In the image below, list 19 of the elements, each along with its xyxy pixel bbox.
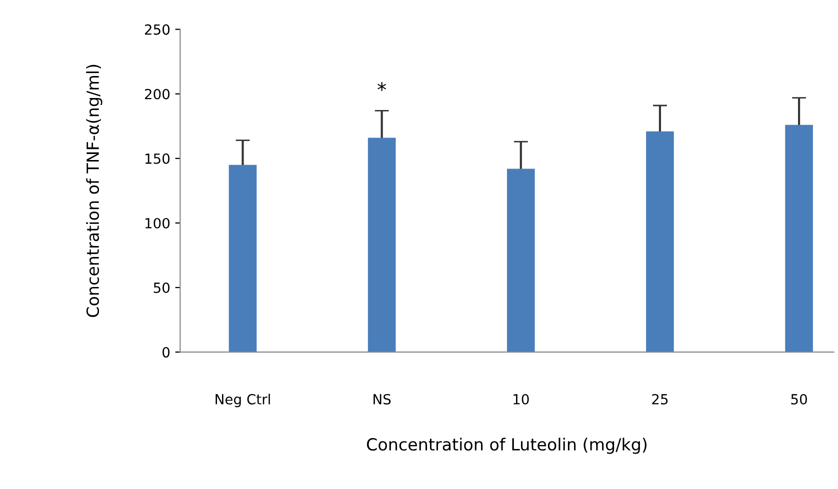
y-axis-title: Concentration of TNF-α(ng/ml) — [86, 64, 102, 317]
bar — [368, 138, 396, 352]
y-tick-label: 50 — [154, 282, 170, 294]
y-tick-label: 250 — [144, 24, 170, 35]
y-tick-label: 0 — [162, 347, 170, 358]
x-tick-label: 25 — [652, 394, 668, 404]
x-tick-label: 50 — [791, 394, 807, 404]
x-tick-label: Neg Ctrl — [216, 394, 270, 408]
y-tick-label: 150 — [145, 153, 170, 164]
x-tick-label: 10 — [514, 394, 529, 404]
bar — [646, 131, 674, 352]
y-tick-label: 100 — [145, 218, 170, 228]
bar — [785, 124, 813, 352]
annotation: * — [378, 82, 386, 92]
bar — [228, 164, 257, 352]
bar — [506, 168, 535, 352]
y-tick-label: 200 — [144, 88, 170, 100]
x-tick-label: NS — [374, 394, 391, 404]
x-axis-title: Concentration of Luteolin (mg/kg) — [366, 438, 647, 454]
